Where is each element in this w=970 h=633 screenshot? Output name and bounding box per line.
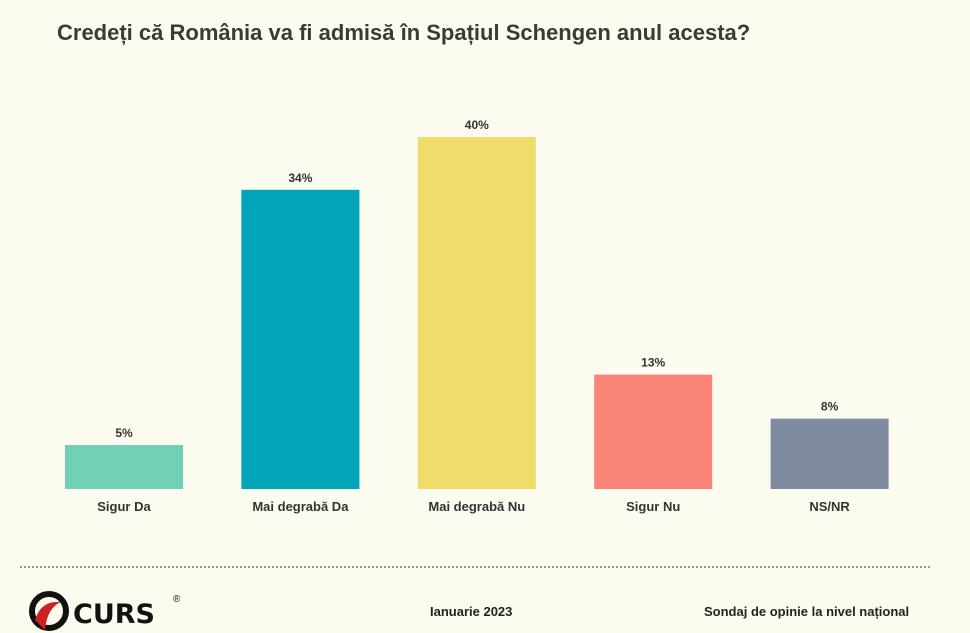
- bar-0: [65, 445, 183, 489]
- data-label: 40%: [465, 118, 489, 132]
- category-label: Mai degrabă Da: [252, 499, 349, 514]
- footer-note: Sondaj de opinie la nivel național: [704, 604, 910, 619]
- data-label: 13%: [641, 356, 665, 370]
- chart-title: Credeți că România va fi admisă în Spați…: [57, 20, 751, 45]
- footer-divider: [20, 566, 930, 568]
- bar-chart: 5% Sigur Da 34% Mai degrabă Da 40% Mai degrab…: [65, 118, 889, 514]
- bar-1: [241, 189, 360, 490]
- bar-2: [417, 137, 536, 489]
- bar-4: [770, 418, 889, 489]
- data-label: 8%: [821, 400, 839, 414]
- logo-text: CURS: [73, 599, 155, 630]
- svg-text:®: ®: [173, 594, 181, 605]
- footer-date: Ianuarie 2023: [430, 604, 513, 619]
- data-label: 34%: [288, 171, 312, 185]
- curs-logo: CURS ®: [29, 591, 181, 631]
- category-label: Sigur Da: [97, 499, 151, 514]
- category-label: Mai degrabă Nu: [428, 499, 525, 514]
- category-label: Sigur Nu: [626, 499, 680, 514]
- category-label: NS/NR: [809, 499, 850, 514]
- data-label: 5%: [115, 426, 133, 440]
- bar-3: [594, 374, 713, 489]
